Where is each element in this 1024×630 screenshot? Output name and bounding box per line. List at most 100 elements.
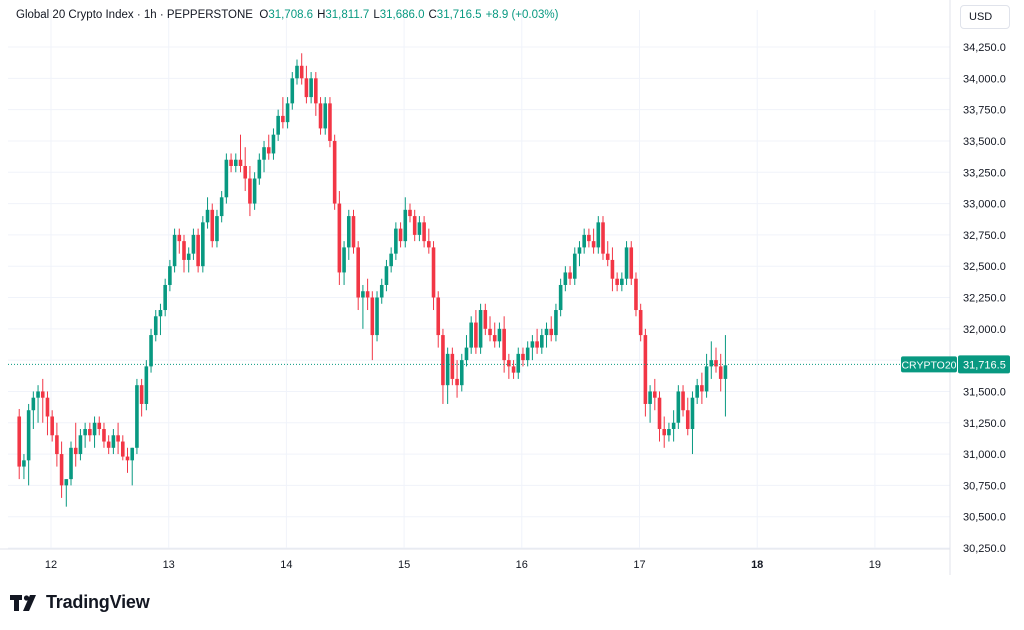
candle: [64, 479, 69, 507]
x-tick-label: 17: [633, 559, 645, 571]
candle: [332, 134, 337, 210]
source-label: PEPPERSTONE: [166, 9, 253, 21]
candle-body: [384, 266, 389, 285]
candle-body: [78, 435, 83, 455]
candle: [299, 53, 304, 85]
candle: [577, 241, 582, 267]
candle: [22, 454, 26, 480]
candle: [139, 378, 144, 417]
candle-body: [718, 366, 723, 379]
symbol-name[interactable]: Global 20 Crypto Index: [16, 9, 134, 21]
candle-body: [120, 441, 125, 457]
candle-body: [323, 103, 328, 129]
x-tick-label: 15: [398, 559, 410, 571]
candle: [497, 322, 502, 348]
candle-body: [290, 78, 295, 104]
candle-body: [417, 222, 422, 235]
candle: [92, 416, 97, 448]
candle: [704, 353, 709, 398]
candle-body: [102, 429, 106, 442]
candle-body: [69, 447, 73, 480]
y-tick-label: 31,500.0: [963, 386, 1006, 398]
candle: [436, 291, 441, 348]
candle-body: [525, 347, 530, 361]
last-price-tag: [958, 355, 1010, 374]
candle: [455, 360, 459, 398]
candle: [591, 228, 596, 254]
candle: [530, 335, 535, 361]
candle-body: [361, 291, 365, 298]
tradingview-logo[interactable]: TradingView: [10, 592, 150, 613]
candle-body: [281, 115, 285, 123]
candle: [290, 72, 295, 110]
candle: [417, 216, 422, 242]
candle: [201, 216, 205, 273]
close-value: 31,716.5: [436, 9, 482, 21]
candle-body: [441, 335, 445, 386]
price-axis[interactable]: 34,250.0 34,000.0 33,750.0 33,500.0 33,250.0…: [963, 42, 1006, 555]
candle-body: [568, 272, 572, 279]
candle-body: [596, 222, 601, 248]
candle: [398, 222, 403, 248]
time-axis[interactable]: 12 13 14 15 16 17 18 19: [45, 559, 881, 571]
candle: [186, 247, 191, 273]
candle-body: [492, 335, 497, 342]
candle: [17, 408, 22, 480]
candle: [365, 278, 370, 311]
candle-body: [412, 216, 417, 235]
candle: [281, 97, 285, 129]
candle-body: [436, 297, 441, 336]
candle-body: [233, 159, 238, 166]
candle: [718, 353, 723, 392]
candle-body: [125, 456, 130, 461]
candle-body: [201, 222, 205, 267]
candle-body: [328, 103, 332, 141]
candle-body: [36, 391, 40, 398]
candle: [370, 291, 375, 361]
candle-body: [252, 178, 257, 204]
candle-body: [130, 447, 135, 461]
candle: [685, 397, 690, 436]
x-tick-label: 16: [516, 559, 528, 571]
candle-body: [507, 360, 511, 367]
candle-body: [478, 310, 483, 348]
candle: [83, 422, 87, 448]
candle: [516, 347, 521, 379]
candle: [521, 347, 525, 367]
change-value: +8.9 (+0.03%): [485, 9, 559, 21]
candle-body: [163, 284, 167, 311]
candle-body: [186, 253, 191, 260]
y-tick-label: 30,250.0: [963, 543, 1006, 555]
candle: [248, 165, 252, 217]
candle-body: [92, 422, 97, 436]
candle: [667, 422, 671, 442]
candle: [488, 316, 492, 342]
candle: [643, 328, 648, 417]
candle-body: [657, 397, 662, 430]
candle-body: [709, 360, 714, 367]
candle-body: [445, 353, 450, 386]
ticker-tag-label: CRYPTO20: [901, 359, 956, 371]
candle-body: [502, 328, 506, 361]
candles: [17, 53, 728, 507]
interval-label[interactable]: 1h: [143, 9, 157, 21]
grid-lines: [0, 0, 951, 575]
candle: [582, 228, 586, 254]
candle-body: [389, 253, 393, 267]
candle-body: [605, 253, 610, 260]
last-price-tag-label: 31,716.5: [963, 359, 1006, 371]
candle-body: [304, 78, 309, 98]
candle: [610, 247, 615, 292]
candle-body: [64, 479, 69, 486]
candle-body: [271, 134, 276, 154]
candle-body: [723, 365, 728, 379]
currency-button[interactable]: USD: [960, 5, 1010, 29]
candle-body: [168, 266, 172, 285]
candle-body: [450, 353, 455, 379]
candle-body: [676, 391, 681, 423]
candle-body: [653, 391, 657, 398]
price-tag: CRYPTO20 31,716.5: [901, 355, 1010, 374]
candle-body: [558, 284, 563, 311]
y-tick-label: 33,500.0: [963, 136, 1006, 148]
